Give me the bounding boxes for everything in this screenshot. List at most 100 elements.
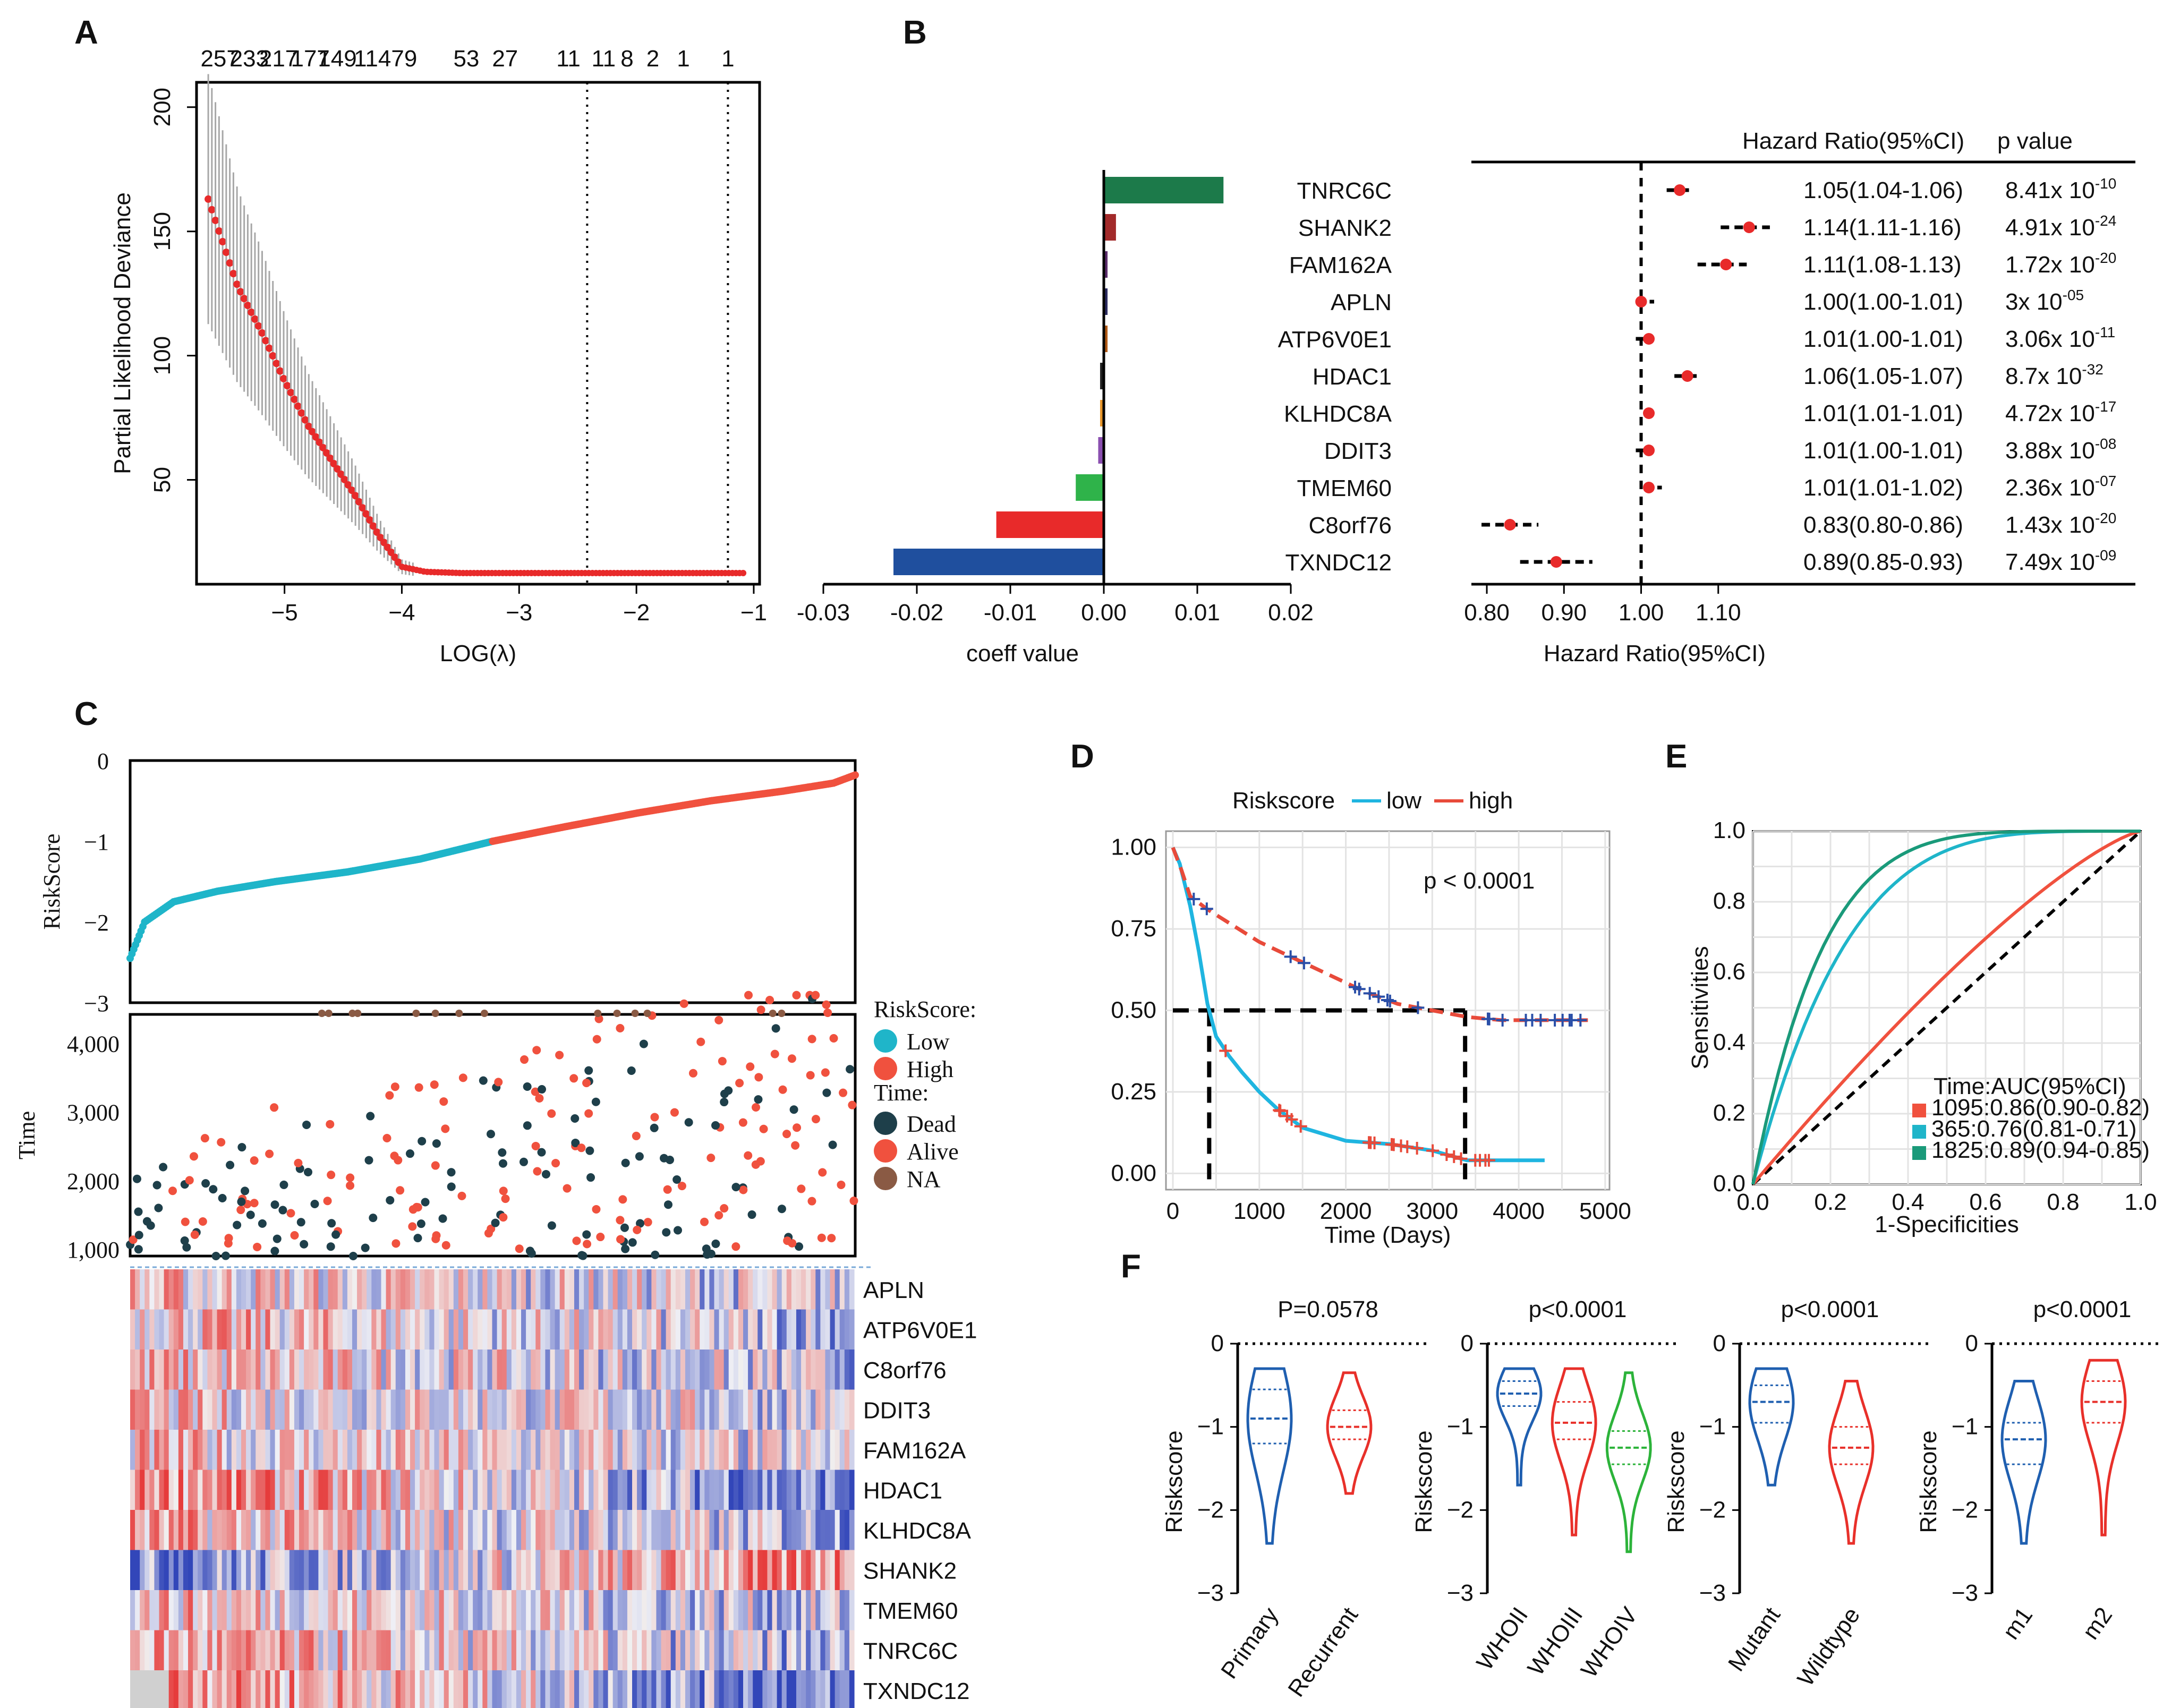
c-heatmap-cell — [849, 1350, 855, 1390]
panel-label-c: C — [74, 696, 98, 732]
c-heatmap-cell — [811, 1269, 816, 1310]
c-heatmap-cell — [337, 1389, 343, 1430]
c-heatmap-cell — [579, 1550, 584, 1591]
c-heatmap-cell — [709, 1670, 715, 1708]
e-y-tick-label: 0.6 — [1713, 959, 1745, 985]
c-heatmap-cell — [811, 1350, 816, 1390]
c-heatmap-cell — [622, 1350, 628, 1390]
c-heatmap-cell — [545, 1430, 551, 1470]
c-heatmap-cell — [584, 1590, 589, 1630]
c-heatmap-cell — [357, 1470, 362, 1510]
c-heatmap-cell — [193, 1550, 198, 1591]
c-heatmap-cell — [130, 1389, 135, 1430]
c-heatmap-cell — [714, 1350, 720, 1390]
c-heatmap-cell — [318, 1670, 324, 1708]
c-heatmap-cell — [400, 1590, 406, 1630]
c-heatmap-cell — [516, 1470, 522, 1510]
c-heatmap-cell — [347, 1350, 353, 1390]
c-heatmap-cell — [579, 1670, 584, 1708]
c-time-point — [616, 1023, 625, 1032]
c-heatmap-cell — [685, 1510, 691, 1550]
c-time-point — [744, 1151, 753, 1160]
c-heatmap-cell — [589, 1470, 594, 1510]
c-time-point — [265, 1149, 274, 1158]
c-heatmap-cell — [492, 1350, 498, 1390]
c-heatmap-cell — [251, 1430, 256, 1470]
c-heatmap-cell — [695, 1269, 700, 1310]
c-time-tick-label: 4,000 — [67, 1031, 120, 1057]
c-heatmap-cell — [164, 1550, 169, 1591]
c-heatmap-cell — [424, 1389, 430, 1430]
c-heatmap-cell — [453, 1269, 459, 1310]
c-time-point — [168, 1186, 177, 1195]
c-heatmap-cell — [212, 1510, 218, 1550]
c-heatmap-cell — [849, 1630, 855, 1671]
c-time-point — [391, 1239, 401, 1248]
c-heatmap-cell — [796, 1550, 802, 1591]
c-heatmap-cell — [217, 1510, 223, 1550]
c-heatmap-cell — [309, 1670, 314, 1708]
c-heatmap-cell — [207, 1550, 213, 1591]
c-heatmap-cell — [593, 1670, 599, 1708]
b-forest-point — [1550, 556, 1562, 568]
c-heatmap-cell — [569, 1269, 575, 1310]
c-heatmap-cell — [564, 1590, 570, 1630]
c-heatmap-cell — [246, 1550, 251, 1591]
c-heatmap-cell — [564, 1670, 570, 1708]
f-group-label: Recurrent — [1283, 1603, 1363, 1702]
c-heatmap-cell — [695, 1630, 700, 1671]
c-time-point — [651, 1250, 660, 1259]
c-heatmap-cell — [825, 1389, 831, 1430]
c-heatmap-cell — [318, 1510, 324, 1550]
c-heatmap-cell — [651, 1630, 657, 1671]
c-heatmap-cell — [217, 1470, 223, 1510]
c-time-point — [414, 1083, 423, 1092]
c-heatmap-cell — [178, 1350, 184, 1390]
c-heatmap-cell — [777, 1590, 782, 1630]
c-heatmap-cell — [328, 1309, 334, 1350]
a-deviance-point — [305, 422, 313, 430]
a-top-count-label: 1 — [721, 46, 734, 72]
a-top-count-label: 11 — [591, 46, 616, 72]
c-heatmap-cell — [728, 1309, 734, 1350]
c-heatmap-cell — [593, 1550, 599, 1591]
c-heatmap-cell — [482, 1670, 488, 1708]
c-heatmap-cell — [410, 1389, 415, 1430]
b-gene-label: ATP6V0E1 — [1278, 327, 1392, 353]
c-time-point — [596, 1233, 605, 1242]
c-time-point — [817, 1233, 826, 1242]
c-heatmap-cell — [333, 1269, 338, 1310]
c-time-point — [849, 1197, 858, 1206]
a-deviance-point — [269, 352, 277, 360]
c-heatmap-cell — [564, 1430, 570, 1470]
b-forest-hr-text: 1.01(1.00-1.01) — [1803, 326, 1963, 352]
c-heatmap-cell — [183, 1350, 189, 1390]
c-heatmap-cell — [386, 1550, 391, 1591]
c-heatmap-cell — [569, 1350, 575, 1390]
c-heatmap-cell — [140, 1309, 145, 1350]
c-heatmap-cell — [772, 1309, 778, 1350]
c-time-point — [132, 1174, 141, 1183]
c-heatmap-cell — [231, 1630, 237, 1671]
c-heatmap-cell — [511, 1309, 517, 1350]
c-heatmap-cell — [463, 1470, 469, 1510]
b-forest-point — [1504, 519, 1516, 531]
c-heatmap-cell — [777, 1510, 782, 1550]
c-heatmap-cell — [690, 1550, 695, 1591]
c-heatmap-cell — [284, 1470, 290, 1510]
c-heatmap-cell — [651, 1430, 657, 1470]
c-heatmap-cell — [159, 1630, 165, 1671]
c-heatmap-cell — [830, 1430, 836, 1470]
c-heatmap-cell — [767, 1670, 773, 1708]
c-heatmap-cell — [275, 1670, 280, 1708]
c-heatmap-cell — [289, 1590, 295, 1630]
f-y-axis-title: Riskscore — [1663, 1430, 1689, 1533]
c-time-point — [569, 1074, 578, 1083]
c-heatmap-cell — [395, 1269, 401, 1310]
c-heatmap-cell — [313, 1670, 319, 1708]
c-heatmap-cell — [362, 1470, 367, 1510]
c-heatmap-cell — [178, 1470, 184, 1510]
c-heatmap-cell — [357, 1510, 362, 1550]
c-heatmap-cell — [723, 1389, 729, 1430]
c-heatmap-cell — [289, 1309, 295, 1350]
